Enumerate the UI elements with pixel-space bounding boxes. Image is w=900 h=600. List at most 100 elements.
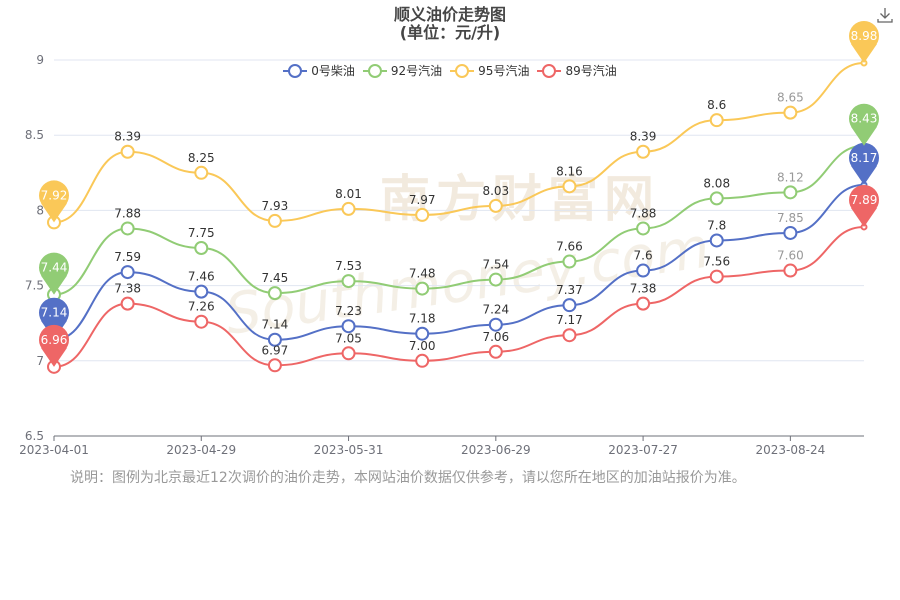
data-point — [562, 298, 577, 313]
data-point — [488, 317, 503, 332]
pin-head — [849, 103, 879, 134]
data-label: 7.06 — [482, 330, 509, 344]
data-point — [709, 269, 724, 284]
data-label: 8.16 — [556, 164, 583, 178]
data-point — [120, 221, 135, 236]
legend-item[interactable]: 89号汽油 — [537, 62, 617, 79]
pin-label: 6.96 — [41, 333, 68, 347]
data-point — [267, 286, 282, 301]
data-label: 7.38 — [114, 282, 141, 296]
footnote: 说明：图例为北京最近12次调价的油价走势，本网站油价数据仅供参考，请以您所在地区… — [70, 470, 746, 486]
legend-swatch — [450, 63, 475, 78]
x-tick-label: 2023-08-24 — [755, 443, 825, 457]
data-label: 8.12 — [777, 170, 804, 184]
y-tick-label: 7.5 — [25, 279, 44, 293]
data-label: 7.05 — [335, 331, 362, 345]
data-point — [341, 201, 356, 216]
data-point — [415, 207, 430, 222]
data-label: 7.88 — [114, 206, 141, 220]
data-label: 7.66 — [556, 240, 583, 254]
data-point — [562, 254, 577, 269]
data-label: 7.54 — [482, 258, 509, 272]
data-point — [783, 263, 798, 278]
y-tick-label: 8.5 — [25, 128, 44, 142]
data-point — [709, 113, 724, 128]
pin-label: 7.92 — [41, 188, 68, 202]
data-label: 7.46 — [188, 270, 215, 284]
data-label: 7.93 — [262, 199, 289, 213]
data-point — [120, 144, 135, 159]
legend-swatch — [362, 63, 387, 78]
download-icon-svg — [877, 8, 893, 23]
pin-head — [849, 142, 879, 173]
data-label: 7.97 — [409, 193, 436, 207]
data-point — [709, 233, 724, 248]
pin-first-2: 7.92 — [39, 180, 69, 223]
data-point — [415, 281, 430, 296]
data-label: 7.59 — [114, 250, 141, 264]
pin-last-0: 8.17 — [849, 142, 879, 185]
pin-label: 7.44 — [41, 261, 68, 275]
y-tick-label: 6.5 — [25, 429, 44, 443]
legend-item[interactable]: 92号汽油 — [362, 62, 442, 79]
data-point — [488, 344, 503, 359]
data-label: 7.24 — [482, 303, 509, 317]
data-point — [120, 265, 135, 280]
data-point — [783, 225, 798, 240]
data-label: 7.38 — [630, 282, 657, 296]
pin-label: 7.14 — [41, 306, 68, 320]
data-label: 6.97 — [262, 343, 289, 357]
data-point — [341, 346, 356, 361]
data-point — [415, 326, 430, 341]
legend-label: 95号汽油 — [478, 64, 530, 78]
legend-swatch — [537, 63, 562, 78]
data-point — [783, 185, 798, 200]
pin-head — [39, 252, 69, 283]
data-label: 7.85 — [777, 211, 804, 225]
data-label: 7.88 — [630, 206, 657, 220]
data-label: 8.25 — [188, 151, 215, 165]
data-point — [488, 198, 503, 213]
x-tick-label: 2023-06-29 — [461, 443, 531, 457]
data-label: 7.53 — [335, 259, 362, 273]
data-point — [709, 191, 724, 206]
data-label: 8.01 — [335, 187, 362, 201]
legend-label: 89号汽油 — [565, 64, 617, 78]
download-icon[interactable] — [876, 6, 894, 24]
data-label: 7.00 — [409, 339, 436, 353]
data-label: 8.39 — [630, 130, 657, 144]
data-point — [267, 332, 282, 347]
data-point — [562, 179, 577, 194]
chart-title: 顺义油价走势图 — [393, 5, 506, 24]
pin-head — [849, 21, 879, 52]
series-line-0 — [53, 183, 865, 341]
pin-first-3: 6.96 — [39, 324, 69, 367]
data-label: 7.56 — [703, 255, 730, 269]
data-label: 7.8 — [707, 218, 726, 232]
data-label: 7.37 — [556, 283, 583, 297]
legend-swatch — [283, 63, 308, 78]
data-point — [636, 144, 651, 159]
pin-last-3: 7.89 — [849, 184, 879, 227]
data-label: 7.26 — [188, 300, 215, 314]
pin-label: 8.43 — [851, 112, 878, 126]
x-tick-label: 2023-07-27 — [608, 443, 678, 457]
pin-last-2: 8.98 — [849, 21, 879, 64]
pin-head — [849, 184, 879, 215]
data-point — [636, 296, 651, 311]
data-point — [267, 358, 282, 373]
legend-item[interactable]: 0号柴油 — [283, 62, 355, 79]
chart-subtitle: (单位：元/升) — [399, 23, 501, 42]
legend-item[interactable]: 95号汽油 — [450, 62, 529, 79]
data-label: 8.39 — [114, 130, 141, 144]
data-point — [636, 263, 651, 278]
x-tick-label: 2023-05-31 — [314, 443, 384, 457]
data-label: 8.03 — [482, 184, 509, 198]
pin-label: 8.17 — [851, 151, 878, 165]
legend-label: 0号柴油 — [311, 64, 355, 78]
y-tick-label: 8 — [36, 203, 44, 217]
pin-label: 8.98 — [851, 29, 878, 43]
data-point — [341, 274, 356, 289]
data-point — [194, 284, 209, 299]
